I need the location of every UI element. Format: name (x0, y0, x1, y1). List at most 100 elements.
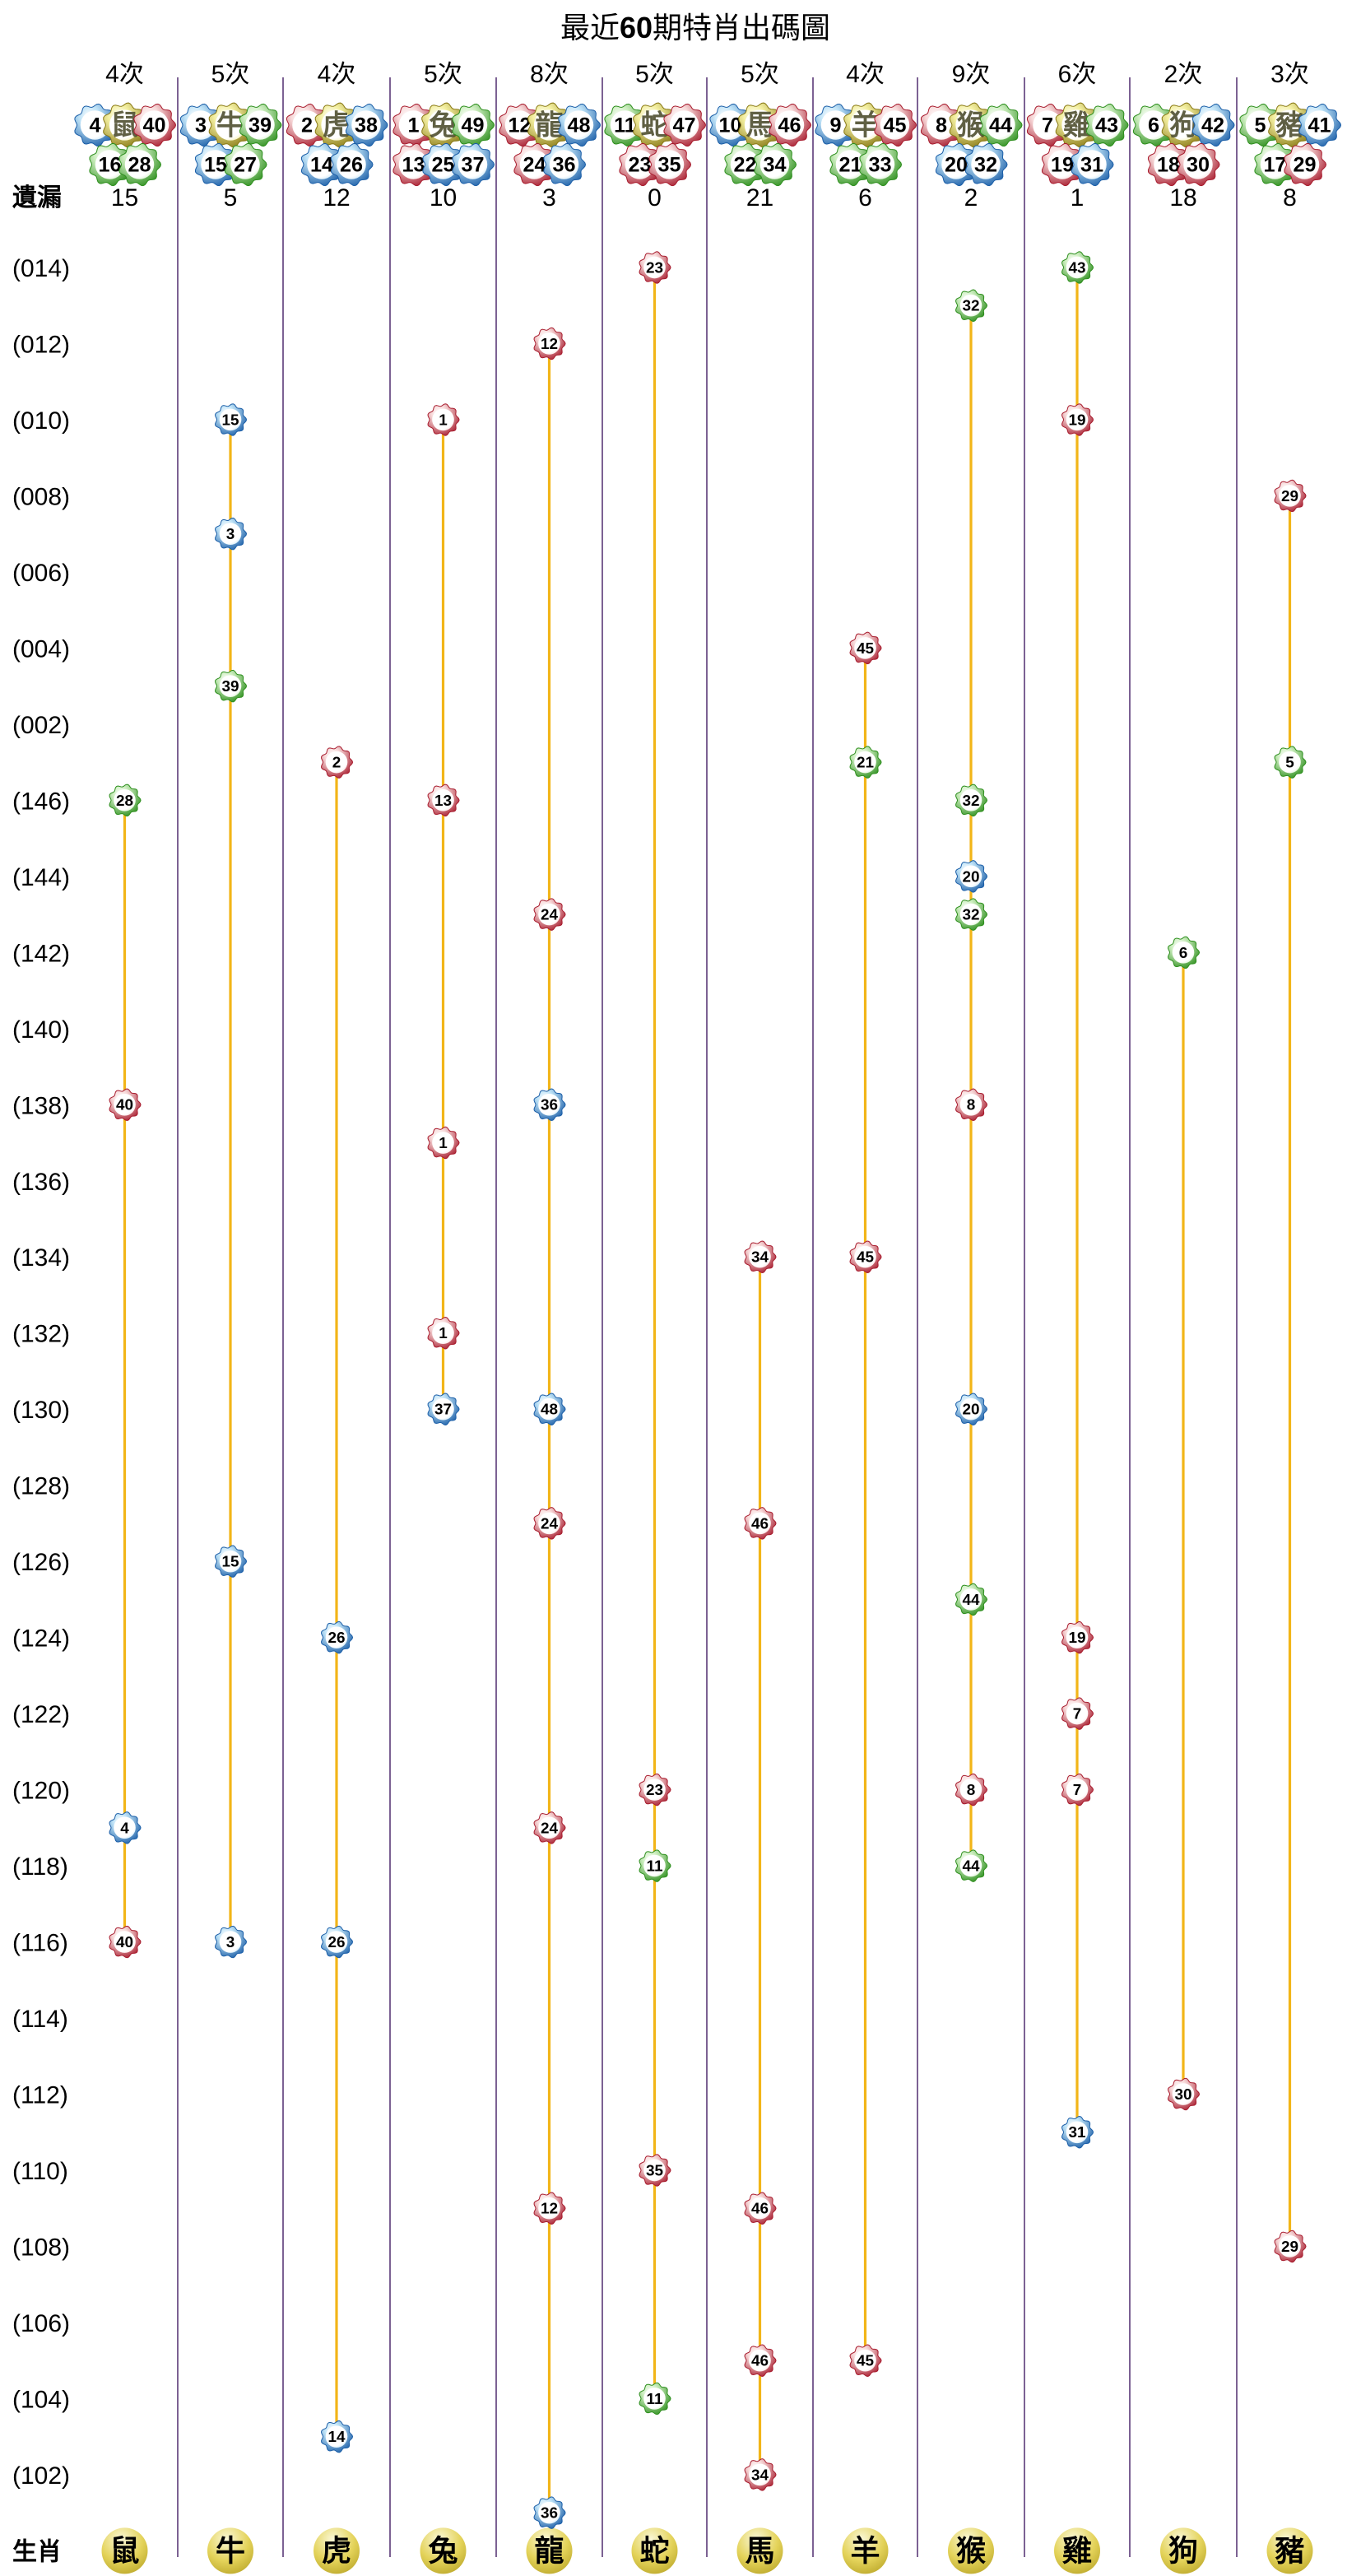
svg-text:(146): (146) (12, 788, 70, 815)
svg-text:11: 11 (614, 114, 636, 137)
svg-text:12: 12 (323, 184, 350, 212)
svg-text:1: 1 (407, 114, 419, 137)
svg-text:21: 21 (746, 184, 773, 212)
svg-text:3: 3 (226, 1934, 235, 1951)
svg-text:37: 37 (434, 1402, 452, 1419)
svg-text:45: 45 (857, 2353, 874, 2370)
svg-text:(010): (010) (12, 407, 70, 435)
svg-text:4: 4 (120, 1820, 129, 1837)
svg-text:2次: 2次 (1164, 61, 1203, 88)
svg-text:1: 1 (439, 1135, 448, 1152)
svg-text:21: 21 (838, 154, 862, 177)
svg-text:23: 23 (628, 154, 651, 177)
svg-text:32: 32 (962, 793, 979, 810)
svg-text:23: 23 (646, 259, 663, 277)
svg-text:2: 2 (301, 114, 313, 137)
svg-text:4次: 4次 (846, 61, 885, 88)
svg-text:8次: 8次 (530, 61, 569, 88)
svg-text:4次: 4次 (105, 61, 144, 88)
svg-text:7: 7 (1073, 1782, 1082, 1799)
svg-text:48: 48 (541, 1402, 558, 1419)
svg-text:龍: 龍 (534, 2534, 564, 2568)
svg-text:8: 8 (967, 1097, 976, 1114)
svg-text:(124): (124) (12, 1625, 70, 1653)
svg-text:6: 6 (1148, 114, 1159, 137)
svg-text:(144): (144) (12, 864, 70, 891)
svg-text:8: 8 (967, 1782, 976, 1799)
svg-text:猴: 猴 (956, 2534, 986, 2568)
svg-text:36: 36 (541, 2505, 558, 2523)
svg-text:24: 24 (523, 154, 546, 177)
svg-text:36: 36 (541, 1097, 558, 1114)
svg-text:15: 15 (221, 1554, 239, 1571)
svg-text:(108): (108) (12, 2234, 70, 2262)
svg-text:1: 1 (439, 1325, 448, 1342)
svg-text:20: 20 (945, 154, 968, 177)
svg-text:26: 26 (327, 1630, 345, 1647)
svg-text:狗: 狗 (1168, 2534, 1198, 2568)
svg-text:(002): (002) (12, 712, 70, 739)
svg-text:雞: 雞 (1062, 2534, 1092, 2568)
svg-text:(118): (118) (12, 1853, 68, 1881)
svg-text:12: 12 (541, 2201, 558, 2218)
svg-text:38: 38 (355, 114, 378, 137)
svg-text:33: 33 (868, 154, 891, 177)
svg-text:龍: 龍 (535, 110, 563, 142)
svg-text:29: 29 (1281, 488, 1298, 505)
svg-text:(012): (012) (12, 332, 70, 359)
svg-text:46: 46 (778, 114, 801, 137)
svg-text:37: 37 (461, 154, 484, 177)
svg-text:15: 15 (204, 154, 227, 177)
svg-text:31: 31 (1080, 154, 1103, 177)
svg-text:12: 12 (541, 336, 558, 353)
svg-text:(120): (120) (12, 1778, 70, 1805)
svg-text:44: 44 (962, 1592, 980, 1609)
svg-text:(142): (142) (12, 940, 70, 967)
svg-text:30: 30 (1174, 2086, 1191, 2104)
svg-text:鼠: 鼠 (109, 2534, 139, 2568)
svg-text:43: 43 (1095, 114, 1118, 137)
svg-text:(110): (110) (12, 2158, 68, 2185)
svg-text:(102): (102) (12, 2462, 70, 2490)
svg-text:3: 3 (226, 526, 235, 543)
svg-text:(132): (132) (12, 1321, 70, 1348)
svg-text:最近60期特肖出碼圖: 最近60期特肖出碼圖 (560, 11, 830, 44)
svg-text:18: 18 (1157, 154, 1180, 177)
svg-text:(130): (130) (12, 1397, 70, 1424)
svg-text:5: 5 (224, 184, 238, 212)
svg-text:7: 7 (1042, 114, 1053, 137)
svg-text:豬: 豬 (1275, 2534, 1304, 2568)
svg-text:牛: 牛 (216, 2534, 245, 2568)
svg-text:6: 6 (858, 184, 872, 212)
svg-text:狗: 狗 (1169, 110, 1197, 142)
svg-text:46: 46 (751, 2201, 769, 2218)
svg-text:19: 19 (1068, 412, 1085, 429)
svg-text:兔: 兔 (428, 2534, 458, 2568)
svg-text:46: 46 (751, 2353, 769, 2370)
svg-text:30: 30 (1187, 154, 1210, 177)
svg-text:雞: 雞 (1063, 110, 1091, 142)
svg-text:31: 31 (1068, 2124, 1085, 2141)
svg-text:27: 27 (234, 154, 257, 177)
svg-text:1: 1 (1071, 184, 1085, 212)
svg-text:(126): (126) (12, 1549, 70, 1576)
svg-text:(128): (128) (12, 1473, 70, 1500)
svg-text:24: 24 (541, 1515, 559, 1532)
svg-text:1: 1 (439, 412, 448, 429)
svg-text:39: 39 (221, 678, 239, 695)
svg-text:45: 45 (857, 640, 874, 658)
svg-text:8: 8 (936, 114, 947, 137)
svg-text:24: 24 (541, 1820, 559, 1837)
svg-text:2: 2 (964, 184, 978, 212)
svg-text:35: 35 (657, 154, 680, 177)
svg-text:蛇: 蛇 (640, 110, 668, 142)
svg-text:(014): (014) (12, 255, 70, 282)
svg-text:羊: 羊 (851, 110, 879, 142)
svg-text:20: 20 (962, 1402, 979, 1419)
svg-text:25: 25 (431, 154, 454, 177)
svg-text:2: 2 (332, 755, 341, 772)
svg-text:34: 34 (751, 1249, 769, 1267)
svg-text:28: 28 (128, 154, 151, 177)
svg-text:蛇: 蛇 (639, 2534, 669, 2568)
svg-text:遺漏: 遺漏 (12, 184, 62, 212)
